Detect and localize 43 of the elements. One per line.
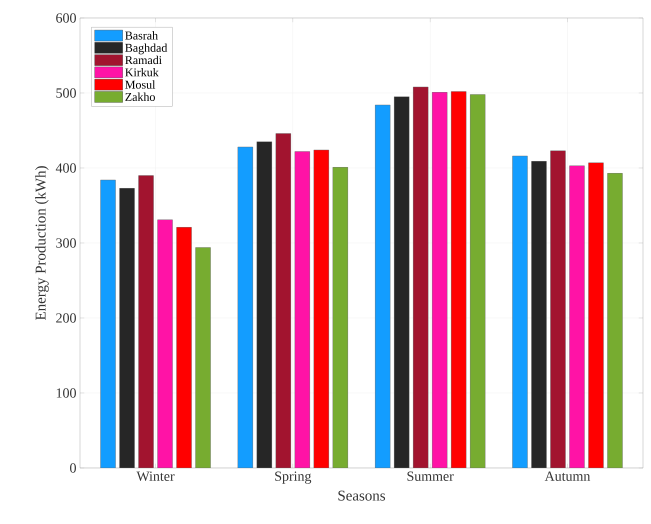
bar [138, 175, 154, 468]
bar [412, 86, 428, 468]
bar [607, 173, 623, 468]
bar [588, 162, 604, 468]
bar [531, 161, 547, 468]
bar [332, 167, 348, 468]
y-tick-label: 0 [70, 463, 76, 473]
y-tick-label: 600 [56, 13, 76, 23]
y-tick-label: 100 [56, 388, 76, 398]
bar [119, 188, 135, 468]
bar [176, 227, 192, 468]
bar [470, 94, 486, 468]
y-axis-title: Energy Production (kWh) [35, 166, 49, 320]
bar [432, 92, 448, 468]
y-tick-label: 500 [56, 88, 76, 98]
bar [550, 150, 566, 468]
legend-label: Mosul [125, 80, 156, 89]
legend-label: Baghdad [125, 43, 168, 54]
bar [512, 156, 528, 468]
x-tick-label: Spring [275, 472, 312, 484]
x-axis-title: Seasons [338, 490, 386, 501]
bar [238, 146, 254, 468]
bar [157, 220, 173, 468]
x-tick-label: Winter [136, 472, 175, 481]
x-tick-label: Autumn [544, 471, 590, 481]
bar [100, 180, 116, 468]
bar [276, 133, 292, 468]
y-tick-label: 200 [56, 313, 76, 323]
bar [195, 247, 211, 468]
bar [314, 150, 330, 468]
y-tick-label: 400 [56, 163, 76, 173]
bar [569, 166, 585, 468]
bar [394, 96, 410, 468]
bar [450, 91, 466, 468]
bar [374, 104, 390, 468]
y-tick-label: 300 [56, 238, 76, 248]
legend-label: Zakho [125, 92, 155, 101]
legend-label: Ramadi [125, 56, 162, 64]
legend-label: Basrah [125, 31, 158, 40]
legend-label: Kirkuk [125, 68, 159, 76]
bar [256, 142, 272, 468]
x-tick-label: Summer [407, 472, 454, 481]
bar [294, 151, 310, 468]
